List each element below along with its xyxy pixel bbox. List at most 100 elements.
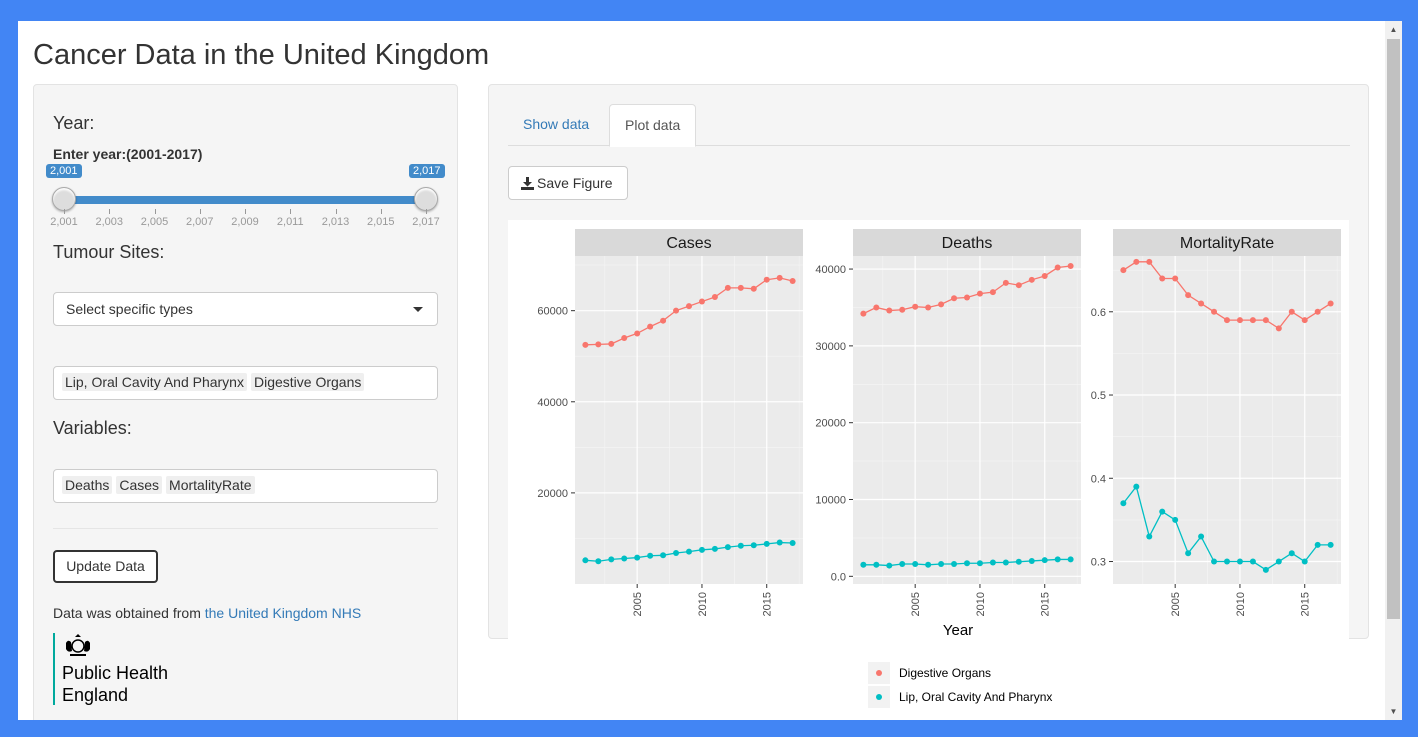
slider-tick-mark	[245, 209, 246, 214]
slider-tick-label: 2,011	[276, 216, 304, 228]
data-point	[860, 310, 867, 317]
data-point	[1041, 272, 1048, 279]
data-point	[595, 341, 602, 348]
data-point	[1236, 317, 1243, 324]
download-icon	[521, 177, 534, 190]
slider-to-handle[interactable]	[414, 187, 438, 211]
data-point	[1002, 279, 1009, 286]
data-point	[582, 557, 589, 564]
data-point	[686, 548, 692, 555]
data-point	[860, 561, 867, 568]
slider-from-badge: 2,001	[46, 164, 82, 178]
tab-plot-data[interactable]: Plot data	[609, 104, 697, 147]
data-point	[750, 285, 757, 292]
tumour-sites-multiselect[interactable]: Lip, Oral Cavity And Pharynx Digestive Or…	[53, 366, 438, 400]
data-point	[1002, 559, 1009, 566]
update-data-button[interactable]: Update Data	[53, 550, 158, 583]
slider-track[interactable]	[64, 196, 426, 204]
slider-to-badge: 2,017	[409, 164, 445, 178]
data-point	[1198, 533, 1205, 540]
data-point	[1249, 558, 1256, 565]
data-point	[698, 298, 705, 305]
data-point	[1314, 308, 1321, 315]
slider-tick-mark	[199, 209, 201, 214]
x-tick-label: 2005	[1170, 592, 1182, 616]
data-point	[989, 289, 996, 296]
chevron-down-icon	[413, 307, 423, 312]
sidebar-panel: Year: Enter year:(2001-2017) 2,001 2,017…	[33, 84, 458, 720]
data-point	[789, 278, 796, 285]
slider-tick-label: 2,001	[50, 216, 78, 228]
page-title: Cancer Data in the United Kingdom	[33, 39, 490, 71]
y-tick-label: 20000	[537, 488, 568, 500]
legend-label: Lip, Oral Cavity And Pharynx	[899, 690, 1052, 704]
panel-background	[853, 256, 1081, 584]
data-point	[1224, 317, 1230, 324]
data-point	[1249, 317, 1256, 324]
data-point	[686, 303, 692, 310]
y-tick-label: 0.3	[1091, 557, 1106, 569]
public-health-england-logo: Public Health England	[53, 633, 193, 705]
data-point	[1198, 300, 1205, 307]
variable-chip[interactable]: Deaths	[62, 476, 113, 494]
data-point	[724, 544, 731, 551]
scrollbar-thumb[interactable]	[1387, 39, 1400, 619]
data-point	[1015, 558, 1022, 565]
data-point	[964, 560, 970, 567]
variable-chip[interactable]: Cases	[116, 476, 163, 494]
data-point	[951, 295, 958, 302]
scroll-down-icon[interactable]: ▼	[1389, 707, 1398, 716]
slider-tick-mark	[64, 209, 65, 214]
data-point	[634, 330, 641, 337]
slider-tick-label: 2,003	[95, 216, 124, 228]
slider-tick-mark	[109, 209, 111, 214]
tumour-chip[interactable]: Lip, Oral Cavity And Pharynx	[62, 373, 247, 391]
data-point	[1159, 508, 1166, 515]
y-tick-label: 0.0	[831, 571, 846, 583]
variables-label: Variables:	[53, 418, 132, 438]
variables-multiselect[interactable]: Deaths Cases MortalityRate	[53, 469, 438, 503]
tumour-type-select[interactable]: Select specific types	[53, 292, 438, 326]
year-range-slider[interactable]: 2,001 2,017 2,001 2,003 2,005 2,007 2,009 2,0…	[46, 164, 445, 230]
y-tick-label: 60000	[537, 306, 568, 318]
year-sublabel: Enter year:(2001-2017)	[53, 146, 203, 162]
data-point	[1133, 258, 1140, 265]
facet-title: MortalityRate	[1180, 235, 1274, 252]
data-point	[608, 340, 615, 347]
data-point	[1211, 558, 1218, 565]
data-point	[1288, 308, 1295, 315]
data-point	[1172, 275, 1179, 282]
save-figure-label: Save Figure	[537, 175, 613, 191]
nhs-link[interactable]: the United Kingdom NHS	[204, 605, 362, 621]
legend-swatch	[876, 670, 882, 676]
data-point	[698, 546, 705, 553]
data-source-text: Data was obtained from the United Kingdo…	[53, 605, 361, 621]
x-tick-label: 2015	[762, 592, 774, 616]
tumour-select-placeholder: Select specific types	[66, 301, 193, 317]
data-point	[621, 555, 628, 562]
slider-from-handle[interactable]	[52, 187, 76, 211]
y-tick-label: 40000	[537, 397, 568, 409]
logo-line-1: Public Health	[62, 663, 169, 683]
year-label: Year:	[53, 113, 95, 133]
data-point	[1015, 282, 1022, 289]
data-point	[938, 561, 945, 568]
data-point	[873, 304, 880, 311]
data-point	[1159, 275, 1166, 282]
variable-chip[interactable]: MortalityRate	[166, 476, 255, 494]
data-point	[608, 556, 615, 563]
save-figure-button[interactable]: Save Figure	[508, 166, 628, 200]
y-tick-label: 10000	[815, 495, 846, 507]
x-tick-label: 2010	[1235, 592, 1247, 616]
slider-tick-mark	[154, 209, 156, 214]
slider-tick-label: 2,009	[231, 216, 259, 228]
tumour-chip[interactable]: Digestive Organs	[250, 373, 365, 391]
data-point	[976, 560, 983, 567]
page-scrollbar[interactable]: ▲ ▼	[1385, 21, 1402, 720]
data-point	[1054, 264, 1061, 271]
data-point	[976, 290, 983, 297]
scroll-up-icon[interactable]: ▲	[1389, 25, 1398, 34]
tab-show-data[interactable]: Show data	[523, 116, 590, 132]
data-point	[1262, 317, 1269, 324]
data-point	[1146, 258, 1153, 265]
